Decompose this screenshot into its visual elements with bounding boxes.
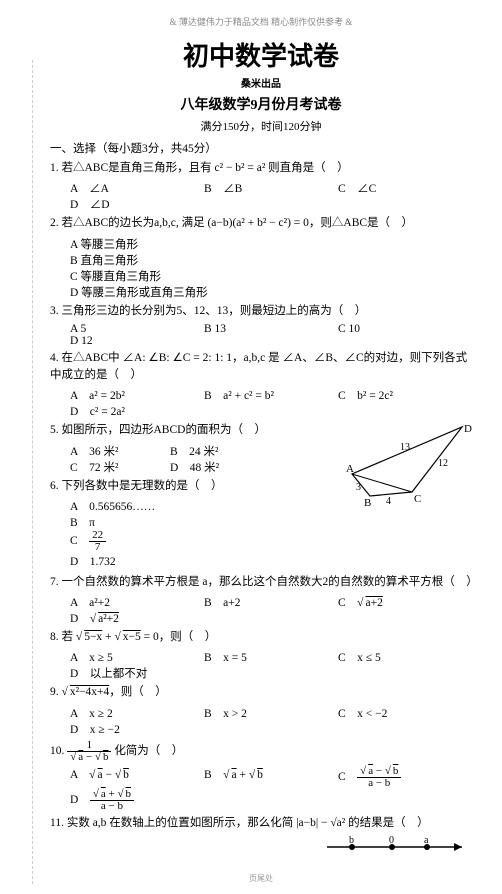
q5-figure: A B C D 13 12 3 4	[342, 422, 472, 507]
fig-label-c: C	[414, 493, 421, 505]
q10-opt-a: A √a − √b	[70, 766, 204, 789]
author-line: 桑米出品	[50, 75, 472, 90]
q8-opt-c: C x ≤ 5	[338, 649, 472, 665]
q7-opt-c: C a+2	[338, 594, 472, 610]
q2-opt-b: B 直角三角形	[70, 252, 472, 268]
q5-opt-a: A 36 米²	[70, 443, 170, 459]
q5-options: A 36 米² B 24 米² C 72 米² D 48 米²	[50, 443, 270, 475]
q9-opt-a: A x ≥ 2	[70, 705, 204, 721]
main-title: 初中数学试卷	[50, 36, 472, 73]
question-8: 8. 若 5−x + x−5 = 0，则（ ）	[50, 629, 472, 646]
fig-side-13: 13	[400, 442, 410, 453]
q1-options: A ∠A B ∠B C ∠C D ∠D	[50, 180, 472, 212]
q10-opt-b: B √a + √b	[204, 766, 338, 789]
fig-side-4: 4	[386, 496, 391, 507]
q8-opt-a: A x ≥ 5	[70, 649, 204, 665]
q1-opt-b: B ∠B	[204, 180, 338, 196]
exam-page: & 薄达健伟力于精品文档 精心制作仅供参考 & 初中数学试卷 桑米出品 八年级数…	[0, 0, 502, 894]
q1-opt-a: A ∠A	[70, 180, 204, 196]
q7-options: A a²+2 B a+2 C a+2 D a²+2	[50, 594, 472, 626]
question-4: 4. 在△ABC中 ∠A: ∠B: ∠C = 2: 1: 1，a,b,c 是 ∠…	[50, 350, 472, 385]
q5-opt-d: D 48 米²	[170, 459, 270, 475]
svg-text:b: b	[349, 835, 354, 846]
q2-options: A 等腰三角形 B 直角三角形 C 等腰直角三角形 D 等腰三角形或直角三角形	[50, 236, 472, 300]
svg-text:a: a	[424, 835, 429, 846]
q3-opt-a: A 5	[70, 323, 204, 335]
q9-opt-d: D x ≥ −2	[70, 721, 472, 737]
q6-opt-d: D 1.732	[70, 553, 342, 569]
question-5-block: A B C D 13 12 3 4 5. 如图所示，四边形ABCD的面积为（ ）…	[50, 422, 472, 474]
binding-dashed-line	[32, 60, 33, 884]
q11-numberline: b 0 a	[50, 835, 472, 863]
q10-opt-c: C √a − √ba − b	[338, 766, 472, 789]
question-7: 7. 一个自然数的算术平方根是 a，那么比这个自然数大2的自然数的算术平方根（ …	[50, 574, 472, 591]
section-1-head: 一、选择（每小题3分，共45分）	[50, 140, 472, 156]
q2-opt-c: C 等腰直角三角形	[70, 268, 472, 284]
q7-opt-a: A a²+2	[70, 594, 204, 610]
exam-subtitle: 八年级数学9月份月考试卷	[50, 94, 472, 114]
q9-options: A x ≥ 2 B x > 2 C x < −2 D x ≥ −2	[50, 705, 472, 737]
q4-options: A a² = 2b² B a² + c² = b² C b² = 2c² D c…	[50, 387, 472, 419]
q3-opt-d: D 12	[70, 335, 472, 347]
q6-opt-b: B π	[70, 514, 342, 530]
page-footer: 页尾处	[50, 873, 472, 884]
question-11: 11. 实数 a,b 在数轴上的位置如图所示，那么化简 |a−b| − √a² …	[50, 815, 472, 832]
q7-opt-b: B a+2	[204, 594, 338, 610]
q4-opt-b: B a² + c² = b²	[204, 387, 338, 403]
q9-opt-b: B x > 2	[204, 705, 338, 721]
fig-label-b: B	[364, 497, 371, 507]
q4-opt-a: A a² = 2b²	[70, 387, 204, 403]
q3-options: A 5 B 13 C 10 D 12	[50, 323, 472, 347]
q9-opt-c: C x < −2	[338, 705, 472, 721]
q1-opt-c: C ∠C	[338, 180, 472, 196]
q2-opt-a: A 等腰三角形	[70, 236, 472, 252]
question-1: 1. 若△ABC是直角三角形，且有 c² − b² = a² 则直角是（ ）	[50, 160, 472, 177]
fig-label-d: D	[464, 423, 472, 435]
q8-options: A x ≥ 5 B x = 5 C x ≤ 5 D 以上都不对	[50, 649, 472, 681]
q6-opt-c: C 227	[70, 530, 342, 553]
svg-text:0: 0	[389, 835, 394, 846]
question-10: 10. 1√a − √b 化简为（ ）	[50, 740, 472, 763]
q4-opt-d: D c² = 2a²	[70, 403, 472, 419]
header-watermark: & 薄达健伟力于精品文档 精心制作仅供参考 &	[50, 15, 472, 28]
fig-side-12: 12	[438, 458, 448, 469]
question-2: 2. 若△ABC的边长为a,b,c, 满足 (a−b)(a² + b² − c²…	[50, 215, 472, 232]
q10-options: A √a − √b B √a + √b C √a − √ba − b D √a …	[50, 766, 472, 812]
question-3: 3. 三角形三边的长分别为5、12、13，则最短边上的高为（ ）	[50, 303, 472, 320]
fig-label-a: A	[346, 463, 354, 475]
q5-opt-b: B 24 米²	[170, 443, 270, 459]
q2-opt-d: D 等腰三角形或直角三角形	[70, 284, 472, 300]
q6-options: A 0.565656…… B π C 227 D 1.732	[50, 498, 342, 569]
q1-opt-d: D ∠D	[70, 196, 472, 212]
q7-opt-d: D a²+2	[70, 610, 472, 626]
question-9: 9. x²−4x+4，则（ ）	[50, 684, 472, 701]
q6-opt-a: A 0.565656……	[70, 498, 342, 514]
q5-opt-c: C 72 米²	[70, 459, 170, 475]
q8-opt-d: D 以上都不对	[70, 665, 472, 681]
fig-side-3: 3	[356, 482, 361, 493]
exam-info: 满分150分，时间120分钟	[50, 118, 472, 134]
q3-opt-b: B 13	[204, 323, 338, 335]
q4-opt-c: C b² = 2c²	[338, 387, 472, 403]
q8-opt-b: B x = 5	[204, 649, 338, 665]
q3-opt-c: C 10	[338, 323, 472, 335]
q10-opt-d: D √a + √ba − b	[70, 789, 472, 812]
